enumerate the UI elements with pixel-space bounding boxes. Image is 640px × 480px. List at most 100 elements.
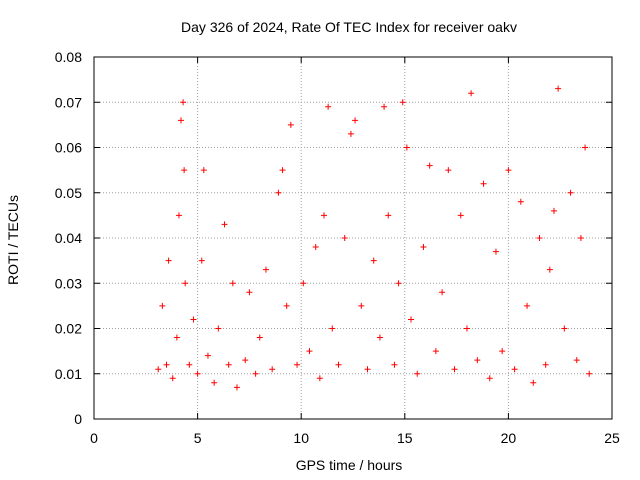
data-point <box>163 361 170 368</box>
data-point <box>275 189 282 196</box>
data-point <box>225 361 232 368</box>
data-point <box>439 289 446 296</box>
y-tick-label: 0.08 <box>55 49 82 65</box>
data-point <box>530 379 537 386</box>
y-tick-label: 0.02 <box>55 321 82 337</box>
y-axis-label: ROTI / TECUs <box>5 195 21 285</box>
data-point <box>341 235 348 241</box>
x-tick-label: 10 <box>293 430 309 446</box>
data-point <box>364 366 371 373</box>
data-point <box>182 280 189 287</box>
data-point <box>550 207 557 214</box>
data-point <box>173 334 180 341</box>
x-tick-label: 0 <box>90 430 98 446</box>
data-point <box>329 325 336 332</box>
data-point <box>517 198 524 205</box>
data-point <box>252 370 259 377</box>
data-point <box>335 361 342 368</box>
data-point <box>283 302 290 309</box>
data-point <box>399 99 406 106</box>
data-point <box>215 325 222 332</box>
data-point <box>155 366 162 373</box>
y-tick-label: 0.06 <box>55 140 82 156</box>
x-tick-label: 15 <box>397 430 413 446</box>
data-point <box>426 162 433 169</box>
data-point <box>391 361 398 368</box>
data-point <box>486 375 493 382</box>
data-point <box>294 361 301 368</box>
data-point <box>358 302 365 309</box>
data-point <box>457 212 464 219</box>
data-point <box>306 348 313 355</box>
data-point <box>347 130 354 137</box>
data-point <box>546 266 553 273</box>
data-point <box>492 248 499 255</box>
data-point <box>169 375 176 382</box>
data-point <box>246 289 253 296</box>
data-point <box>180 99 187 106</box>
data-point <box>474 357 481 364</box>
data-point <box>269 366 276 373</box>
data-points <box>155 85 593 391</box>
data-point <box>445 167 452 174</box>
data-point <box>233 384 240 391</box>
data-point <box>577 235 584 241</box>
data-point <box>420 244 427 251</box>
chart-title: Day 326 of 2024, Rate Of TEC Index for r… <box>181 19 517 35</box>
data-point <box>408 316 415 323</box>
y-tick-label: 0.03 <box>55 275 82 291</box>
data-point <box>316 375 323 382</box>
data-point <box>536 235 543 241</box>
data-point <box>352 117 359 124</box>
y-tick-label: 0.04 <box>55 230 82 246</box>
data-point <box>198 257 205 264</box>
data-point <box>468 90 475 97</box>
x-tick-label: 20 <box>501 430 517 446</box>
data-point <box>229 280 236 287</box>
data-point <box>178 117 185 124</box>
x-axis-label: GPS time / hours <box>296 457 403 473</box>
axis-ticks: 0 5 10 15 20 25 0 0.01 0.02 0.03 0.04 0.05 0.06 0.07 0… <box>55 49 620 446</box>
data-point <box>242 357 249 364</box>
data-point <box>325 103 332 110</box>
data-point <box>221 221 228 228</box>
data-point <box>320 212 327 219</box>
data-point <box>279 167 286 174</box>
x-tick-label: 25 <box>604 430 620 446</box>
data-point <box>432 348 439 355</box>
data-point <box>381 103 388 110</box>
y-tick-label: 0.01 <box>55 366 82 382</box>
grid-lines <box>94 57 612 419</box>
data-point <box>463 325 470 332</box>
y-tick-label: 0.05 <box>55 185 82 201</box>
data-point <box>403 144 410 151</box>
data-point <box>190 316 197 323</box>
data-point <box>262 266 269 273</box>
data-point <box>586 370 593 377</box>
data-point <box>194 370 201 377</box>
data-point <box>300 280 307 287</box>
data-point <box>312 244 319 251</box>
data-point <box>451 366 458 373</box>
data-point <box>159 302 166 309</box>
data-point <box>499 348 506 355</box>
data-point <box>555 85 562 92</box>
data-point <box>524 302 531 309</box>
data-point <box>395 280 402 287</box>
y-tick-label: 0 <box>74 411 82 427</box>
data-point <box>211 379 218 386</box>
data-point <box>186 361 193 368</box>
x-tick-label: 5 <box>194 430 202 446</box>
data-point <box>287 121 294 128</box>
data-point <box>256 334 263 341</box>
data-point <box>542 361 549 368</box>
data-point <box>175 212 182 219</box>
data-point <box>376 334 383 341</box>
data-point <box>505 167 512 174</box>
data-point <box>414 370 421 377</box>
data-point <box>511 366 518 373</box>
y-tick-label: 0.07 <box>55 94 82 110</box>
data-point <box>200 167 207 174</box>
data-point <box>573 357 580 364</box>
